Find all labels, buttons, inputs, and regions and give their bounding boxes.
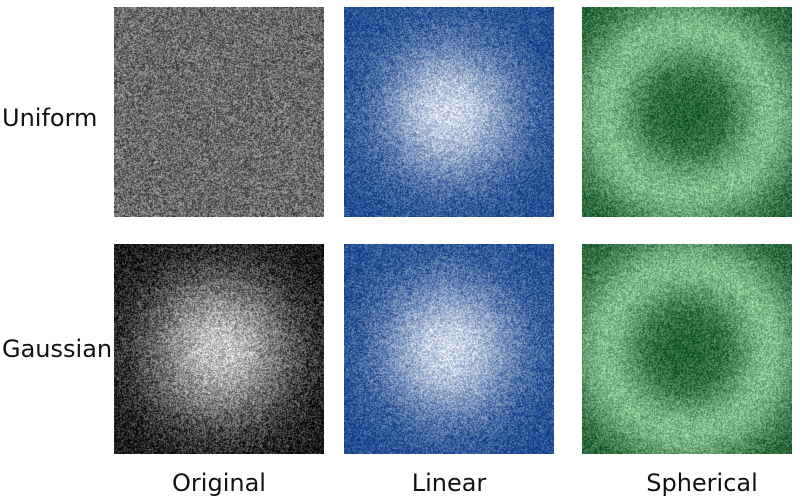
- heatmap-gaussian-linear: [344, 244, 554, 454]
- panel-gaussian-linear: [344, 244, 554, 454]
- row-label-uniform: Uniform: [2, 104, 98, 132]
- panel-uniform-linear: [344, 7, 554, 217]
- heatmap-uniform-linear: [344, 7, 554, 217]
- heatmap-uniform-spherical: [582, 7, 792, 217]
- panel-uniform-spherical: [582, 7, 792, 217]
- panel-uniform-original: [114, 7, 324, 217]
- heatmap-uniform-original: [114, 7, 324, 217]
- column-label-linear: Linear: [411, 469, 487, 497]
- heatmap-gaussian-original: [114, 244, 324, 454]
- heatmap-gaussian-spherical: [582, 244, 792, 454]
- row-label-gaussian: Gaussian: [2, 335, 113, 363]
- column-label-spherical: Spherical: [646, 469, 758, 497]
- panel-gaussian-original: [114, 244, 324, 454]
- column-label-original: Original: [172, 469, 266, 497]
- panel-gaussian-spherical: [582, 244, 792, 454]
